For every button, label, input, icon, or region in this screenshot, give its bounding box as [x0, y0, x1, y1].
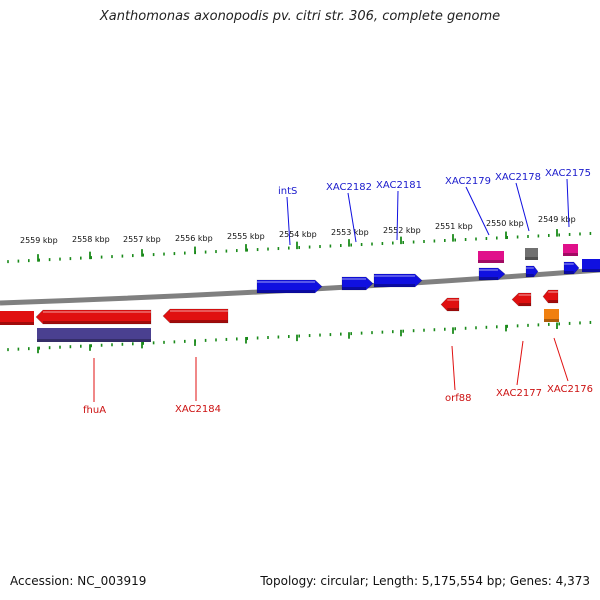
label-leader-line — [451, 345, 456, 391]
gene-label-forward[interactable]: intS — [278, 186, 297, 197]
gene-xac2181[interactable] — [373, 273, 423, 288]
gene-label-reverse[interactable]: fhuA — [83, 405, 106, 416]
gene-xac2175[interactable] — [563, 261, 580, 275]
kbp-tick-label: 2551 kbp — [435, 222, 473, 231]
outer-tick-track — [7, 229, 592, 264]
kbp-tick-label: 2552 kbp — [383, 226, 421, 235]
kbp-tick-label: 2557 kbp — [123, 235, 161, 244]
inner-tick-track — [7, 320, 592, 354]
label-leader-line — [465, 186, 490, 236]
gene-label-reverse[interactable]: orf88 — [445, 393, 471, 404]
label-leader-line — [396, 190, 399, 241]
kbp-tick-label: 2559 kbp — [20, 236, 58, 245]
gene-xac2176[interactable] — [542, 289, 559, 304]
gene-xac2182[interactable] — [341, 276, 374, 291]
gene-label-forward[interactable]: XAC2179 — [445, 176, 491, 187]
gene-fhua[interactable] — [35, 309, 152, 325]
genome-summary: Topology: circular; Length: 5,175,554 bp… — [260, 574, 590, 588]
gene-unlabeled[interactable] — [582, 259, 600, 272]
kbp-tick-label: 2549 kbp — [538, 215, 576, 224]
gene-xac2179[interactable] — [478, 267, 506, 281]
label-leader-line — [347, 192, 357, 243]
gene-ints[interactable] — [256, 279, 323, 294]
feature-track — [0, 244, 600, 342]
kbp-tick-label: 2555 kbp — [227, 232, 265, 241]
gene-labels: intS XAC2182 XAC2181 XAC2179 XAC2178 XAC2175 f… — [83, 168, 593, 416]
gene-label-forward[interactable]: XAC2178 — [495, 172, 541, 183]
gene-label-reverse[interactable]: XAC2176 — [547, 384, 593, 395]
feature-purple-fhua[interactable] — [37, 328, 151, 342]
feature-orange-xac2176[interactable] — [544, 309, 559, 322]
gene-xac2177[interactable] — [511, 292, 532, 307]
gene-left-edge[interactable] — [0, 311, 34, 325]
gene-label-reverse[interactable]: XAC2184 — [175, 404, 221, 415]
gene-xac2184[interactable] — [162, 308, 229, 324]
feature-pink-xac2179[interactable] — [478, 251, 504, 263]
kbp-scale: 2559 kbp 2558 kbp 2557 kbp 2556 kbp 2555 kbp… — [20, 215, 576, 245]
gene-label-forward[interactable]: XAC2181 — [376, 180, 422, 191]
gene-xac2178[interactable] — [525, 265, 539, 278]
kbp-tick-label: 2556 kbp — [175, 234, 213, 243]
gene-label-reverse[interactable]: XAC2177 — [496, 388, 542, 399]
gene-orf88[interactable] — [440, 297, 460, 312]
feature-gray-xac2178[interactable] — [525, 248, 538, 260]
label-leader-line — [553, 337, 569, 382]
gene-label-forward[interactable]: XAC2182 — [326, 182, 372, 193]
label-leader-line — [566, 178, 570, 228]
feature-pink-xac2175[interactable] — [563, 244, 578, 256]
label-leader-line — [286, 196, 291, 246]
kbp-tick-label: 2558 kbp — [72, 235, 110, 244]
kbp-tick-label: 2554 kbp — [279, 230, 317, 239]
page-title: Xanthomonas axonopodis pv. citri str. 30… — [99, 9, 501, 24]
label-leader-line — [515, 182, 530, 232]
label-leader-line — [516, 340, 524, 386]
kbp-tick-label: 2553 kbp — [331, 228, 369, 237]
accession-text: Accession: NC_003919 — [10, 574, 147, 588]
kbp-tick-label: 2550 kbp — [486, 219, 524, 228]
gene-label-forward[interactable]: XAC2175 — [545, 168, 591, 179]
